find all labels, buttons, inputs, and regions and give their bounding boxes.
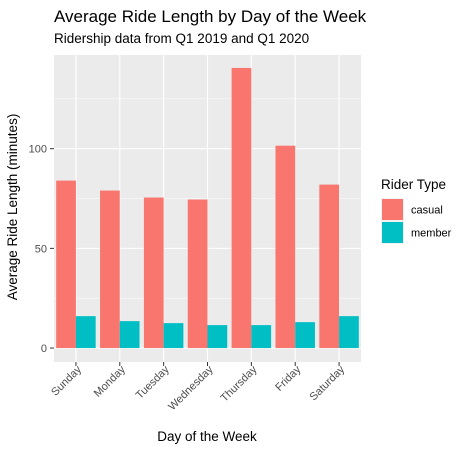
bar-casual (319, 184, 340, 349)
x-tick-label: Tuesday (134, 363, 172, 401)
x-tick-label: Saturday (308, 363, 348, 403)
x-tick-label: Thursday (219, 363, 260, 404)
y-tick-label: 50 (35, 243, 47, 255)
legend-label-member: member (411, 228, 452, 240)
y-tick-label: 100 (29, 144, 47, 156)
x-tick-label: Friday (273, 363, 303, 393)
y-axis-ticks: 0 50 100 (29, 144, 54, 355)
bar-casual (56, 180, 76, 349)
chart-title: Average Ride Length by Day of the Week (54, 7, 367, 26)
x-tick-label: Wednesday (166, 363, 216, 413)
bar-member (295, 322, 315, 349)
x-tick-label: Monday (92, 363, 129, 400)
bar-casual (143, 197, 164, 349)
bar-member (207, 325, 228, 349)
legend-swatch-member (382, 222, 403, 243)
y-axis-title: Average Ride Length (minutes) (5, 114, 20, 301)
chart-subtitle: Ridership data from Q1 2019 and Q1 2020 (54, 31, 309, 46)
bar-casual (187, 199, 208, 349)
legend-title: Rider Type (381, 177, 446, 192)
bar-member (119, 321, 140, 349)
bar-member (163, 323, 184, 349)
bar-member (75, 316, 96, 349)
legend: Rider Type casual member (381, 177, 452, 244)
x-axis-title: Day of the Week (157, 429, 257, 444)
bar-member (251, 325, 272, 349)
bar-member (339, 316, 359, 349)
bar-casual (100, 190, 120, 349)
legend-label-casual: casual (411, 205, 443, 217)
bars (56, 67, 359, 349)
legend-swatch-casual (382, 199, 403, 220)
y-tick-label: 0 (41, 343, 47, 355)
bar-casual (231, 67, 252, 349)
bar-casual (275, 145, 296, 349)
x-tick-label: Sunday (49, 363, 84, 398)
